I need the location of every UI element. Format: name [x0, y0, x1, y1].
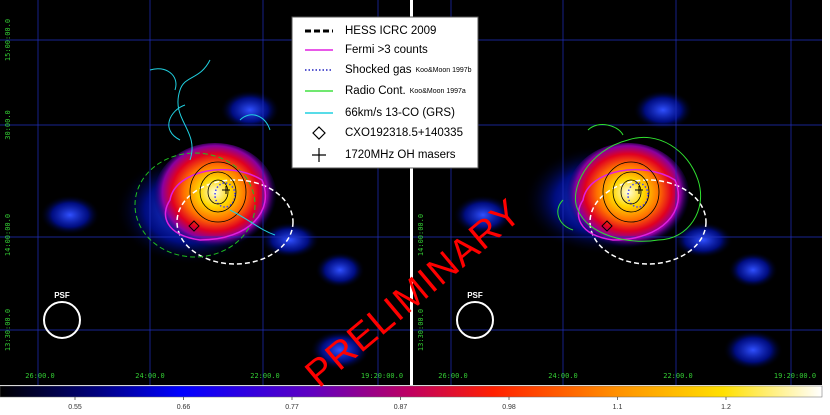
fermi-contour — [164, 168, 267, 241]
legend-swatch — [312, 148, 326, 162]
legend-text: HESS ICRC 2009 — [345, 25, 436, 37]
colorbar-tick-label: 0.87 — [394, 404, 408, 411]
oh-maser — [222, 186, 230, 194]
emission-glow — [220, 90, 280, 130]
x-axis-label: 26:00.0 — [25, 372, 55, 380]
colorbar — [0, 385, 823, 398]
colorbar-tick-label: 1.2 — [721, 404, 731, 411]
colorbar-tick-label: 0.98 — [502, 404, 516, 411]
y-axis-label: 13:30:00.0 — [4, 309, 12, 351]
legend-label: HESS ICRC 2009 — [345, 25, 436, 37]
colorbar-tick-label: 1.1 — [613, 404, 623, 411]
legend-text: Radio Cont. — [345, 85, 406, 97]
legend-label: CXO192318.5+140335 — [345, 127, 463, 139]
psf-label: PSF — [54, 291, 70, 300]
x-axis-label: 19:20:00.0 — [774, 372, 816, 380]
emission-glow — [723, 330, 783, 370]
psf-circle — [43, 301, 81, 339]
y-axis-label: 15:00:00.0 — [4, 19, 12, 61]
colorbar-tick-label: 0.55 — [68, 404, 82, 411]
legend-swatch — [312, 126, 326, 140]
psf-label: PSF — [467, 291, 483, 300]
legend-label: 66km/s 13-CO (GRS) — [345, 107, 455, 119]
emission-glow — [310, 330, 370, 370]
intensity-contour — [602, 161, 660, 223]
hess-contour — [176, 179, 294, 265]
intensity-contour — [207, 179, 229, 205]
legend-label: 1720MHz OH masers — [345, 149, 456, 161]
emission-glow — [40, 195, 100, 235]
emission-core — [153, 143, 277, 253]
legend-text: Fermi >3 counts — [345, 44, 428, 56]
line-contour — [557, 124, 702, 242]
cxo-marker — [188, 220, 200, 232]
y-axis-label: 30:00.0 — [4, 110, 12, 140]
emission-glow — [315, 252, 365, 288]
panel: PSF15:00:00.030:00.014:00:00.013:30:00.0… — [413, 0, 822, 385]
legend: HESS ICRC 2009 Fermi >3 counts Shocked gas… — [291, 16, 479, 169]
colorbar-tick-label: 0.66 — [177, 404, 191, 411]
hess-contour — [589, 179, 707, 265]
emission-glow — [728, 252, 778, 288]
hess-contour — [134, 152, 256, 258]
y-axis-label: 13:30:00.0 — [417, 309, 425, 351]
legend-note: Koo&Moon 1997a — [410, 88, 466, 95]
intensity-contour — [620, 179, 642, 205]
x-axis-label: 24:00.0 — [548, 372, 578, 380]
line-contour — [149, 59, 276, 236]
legend-label: Radio Cont. Koo&Moon 1997a — [345, 85, 466, 97]
oh-maser — [635, 186, 643, 194]
legend-text: 66km/s 13-CO (GRS) — [345, 107, 455, 119]
intensity-contour — [612, 171, 650, 213]
emission-glow — [673, 222, 733, 258]
x-axis-label: 22:00.0 — [663, 372, 693, 380]
shocked-gas-contour — [214, 182, 236, 208]
legend-text: CXO192318.5+140335 — [345, 127, 463, 139]
fermi-contour — [577, 168, 680, 241]
psf-circle — [456, 301, 494, 339]
x-axis-label: 19:20:00.0 — [361, 372, 403, 380]
cxo-marker — [601, 220, 613, 232]
emission-glow — [260, 222, 320, 258]
x-axis-label: 26:00.0 — [438, 372, 468, 380]
colorbar-tick-label: 0.77 — [285, 404, 299, 411]
emission-core — [566, 143, 690, 253]
y-axis-label: 14:00:00.0 — [417, 214, 425, 256]
emission-glow — [633, 90, 693, 130]
intensity-contour — [189, 161, 247, 223]
legend-text: Shocked gas — [345, 64, 412, 76]
x-axis-label: 22:00.0 — [250, 372, 280, 380]
legend-box — [291, 16, 479, 169]
y-axis-label: 14:00:00.0 — [4, 214, 12, 256]
legend-note: Koo&Moon 1997b — [416, 67, 472, 74]
legend-label: Fermi >3 counts — [345, 44, 428, 56]
emission-glow — [453, 195, 513, 235]
intensity-contour — [199, 171, 237, 213]
legend-label: Shocked gas Koo&Moon 1997b — [345, 64, 472, 76]
shocked-gas-contour — [627, 182, 649, 208]
legend-text: 1720MHz OH masers — [345, 149, 456, 161]
x-axis-label: 24:00.0 — [135, 372, 165, 380]
